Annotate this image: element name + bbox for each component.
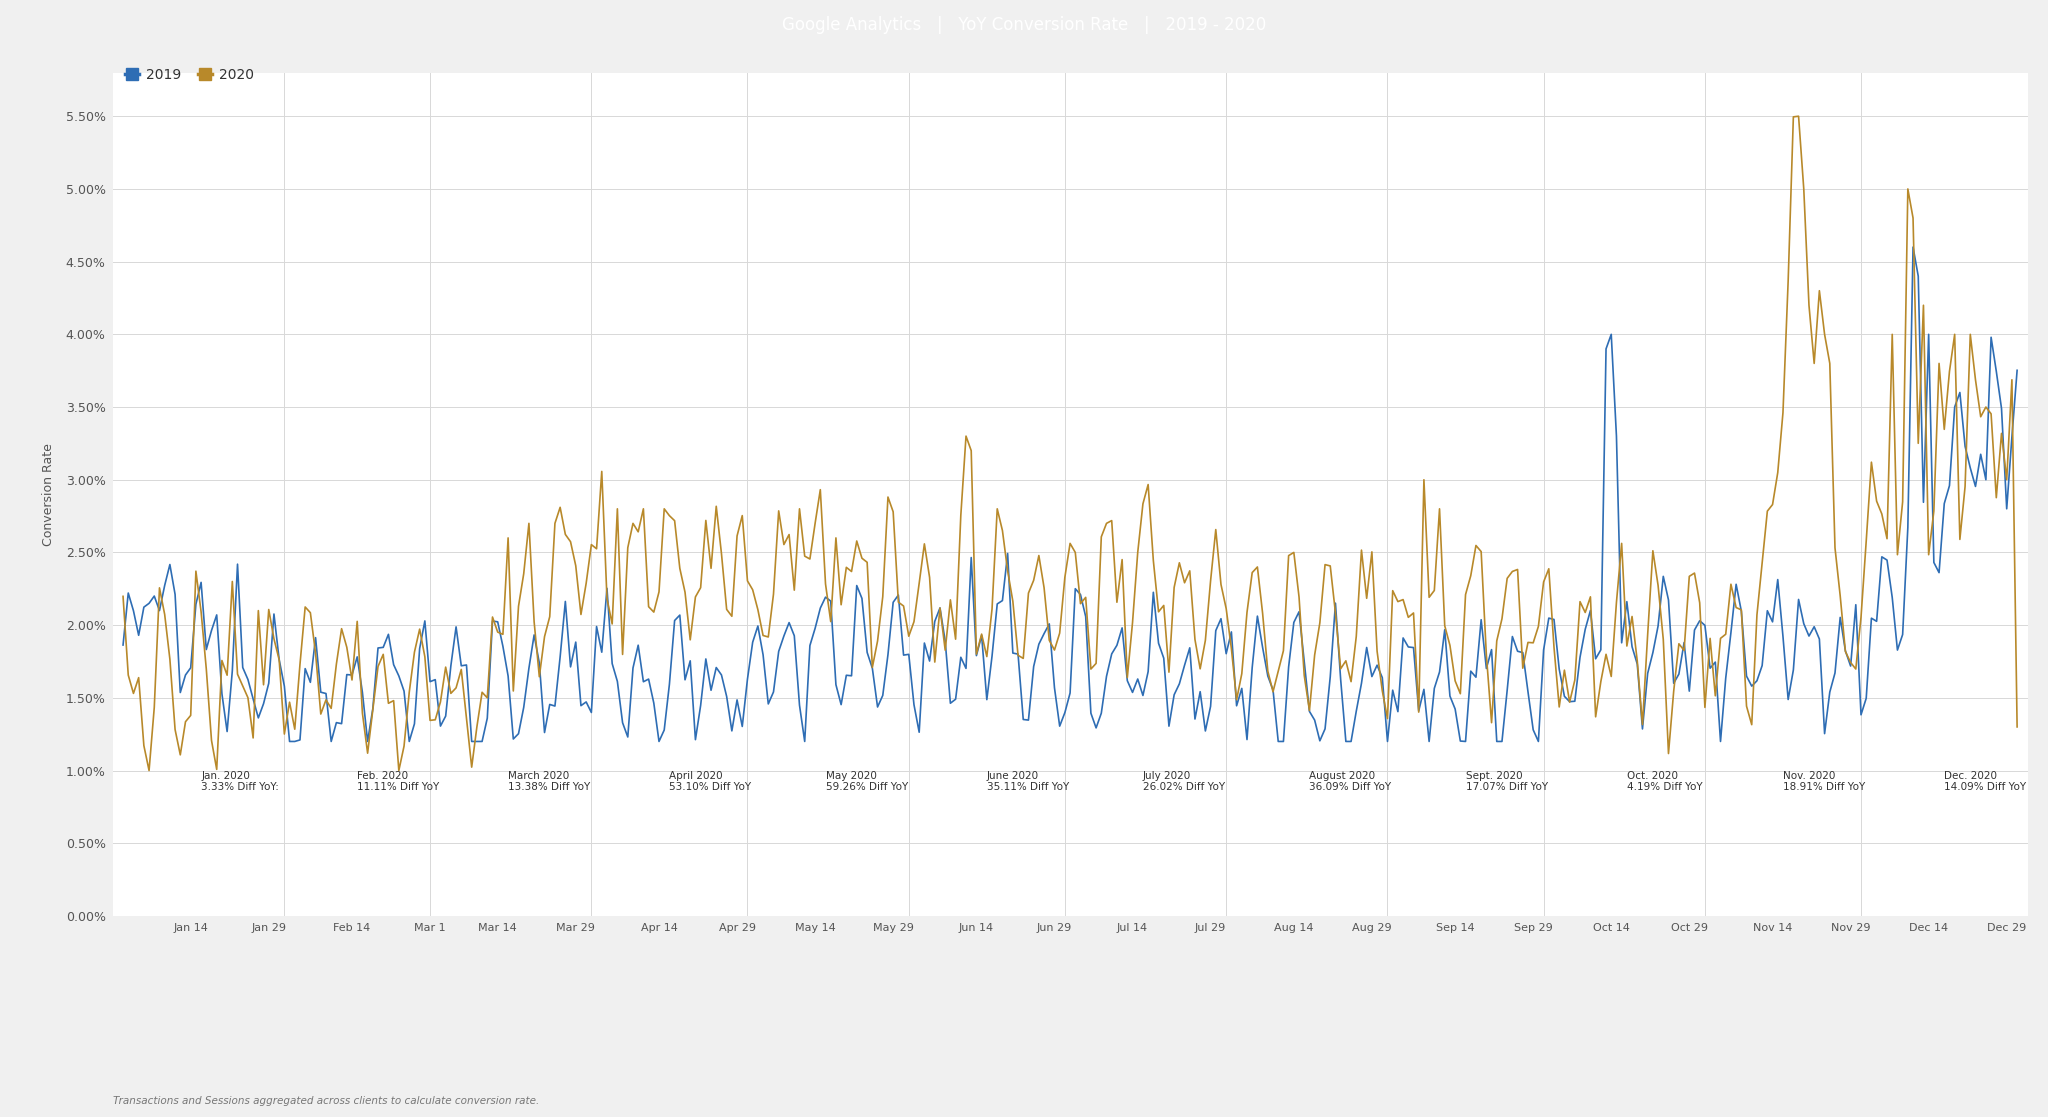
Text: Jan. 2020
3.33% Diff YoY:: Jan. 2020 3.33% Diff YoY: [201, 771, 279, 792]
Text: Sept. 2020
17.07% Diff YoY: Sept. 2020 17.07% Diff YoY [1466, 771, 1548, 792]
Text: July 2020
26.02% Diff YoY: July 2020 26.02% Diff YoY [1143, 771, 1225, 792]
Text: Google Analytics   |   YoY Conversion Rate   |   2019 - 2020: Google Analytics | YoY Conversion Rate |… [782, 16, 1266, 35]
Text: Nov. 2020
18.91% Diff YoY: Nov. 2020 18.91% Diff YoY [1784, 771, 1866, 792]
Text: Dec. 2020
14.09% Diff YoY: Dec. 2020 14.09% Diff YoY [1944, 771, 2025, 792]
Text: Transactions and Sessions aggregated across clients to calculate conversion rate: Transactions and Sessions aggregated acr… [113, 1096, 539, 1106]
Text: March 2020
13.38% Diff YoY: March 2020 13.38% Diff YoY [508, 771, 590, 792]
Legend: 2019, 2020: 2019, 2020 [119, 63, 260, 88]
Text: June 2020
35.11% Diff YoY: June 2020 35.11% Diff YoY [987, 771, 1069, 792]
Y-axis label: Conversion Rate: Conversion Rate [41, 442, 55, 546]
Text: August 2020
36.09% Diff YoY: August 2020 36.09% Diff YoY [1309, 771, 1391, 792]
Text: Oct. 2020
4.19% Diff YoY: Oct. 2020 4.19% Diff YoY [1626, 771, 1702, 792]
Text: April 2020
53.10% Diff YoY: April 2020 53.10% Diff YoY [670, 771, 752, 792]
Text: Feb. 2020
11.11% Diff YoY: Feb. 2020 11.11% Diff YoY [356, 771, 440, 792]
Text: May 2020
59.26% Diff YoY: May 2020 59.26% Diff YoY [825, 771, 907, 792]
